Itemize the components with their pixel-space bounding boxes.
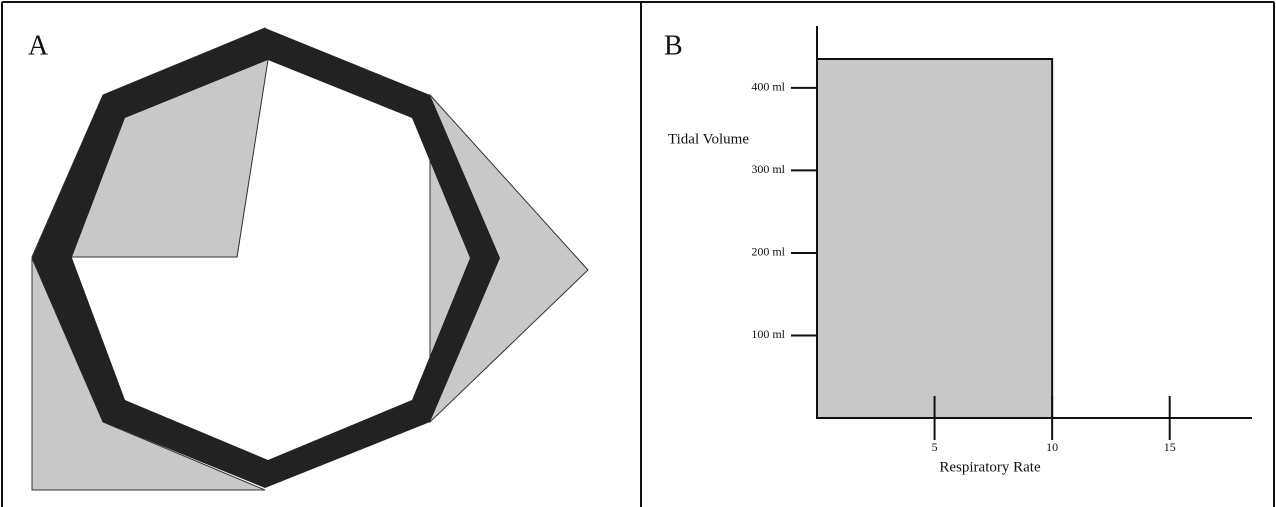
y-axis-label: Tidal Volume bbox=[668, 131, 749, 147]
volume-area bbox=[817, 59, 1052, 418]
y-tick-label: 100 ml bbox=[751, 327, 785, 341]
y-tick-label: 200 ml bbox=[751, 245, 785, 259]
y-tick-label: 300 ml bbox=[751, 162, 785, 176]
octagon-diagram bbox=[32, 28, 588, 490]
panel-label: A bbox=[28, 30, 49, 61]
panel-label: B bbox=[664, 30, 683, 61]
x-axis-label: Respiratory Rate bbox=[939, 459, 1041, 475]
x-tick-label: 15 bbox=[1164, 440, 1176, 454]
x-tick-label: 5 bbox=[932, 440, 938, 454]
figure: A B Tidal Volume Respiratory Rate 100 ml… bbox=[0, 0, 1276, 507]
y-tick-label: 400 ml bbox=[751, 80, 785, 94]
x-tick-label: 10 bbox=[1046, 440, 1058, 454]
